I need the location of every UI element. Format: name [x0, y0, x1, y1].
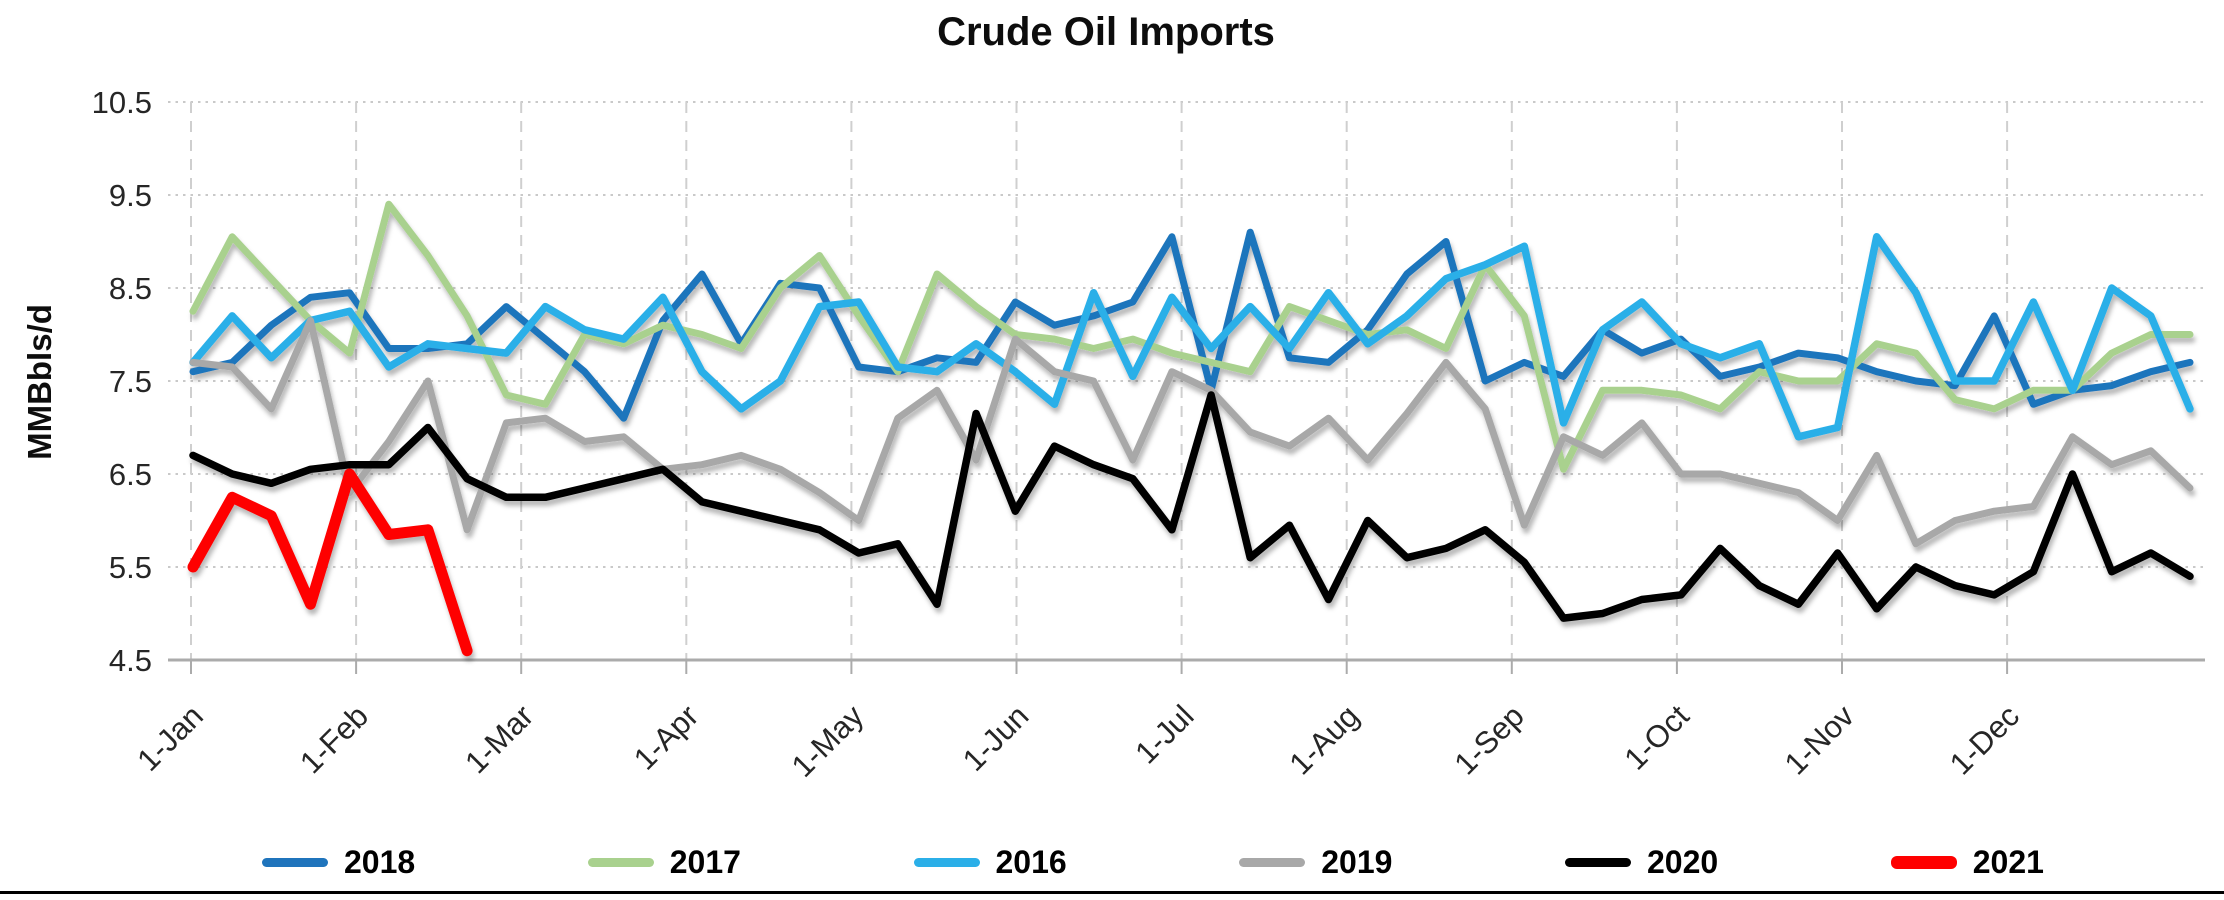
- legend-label-2018: 2018: [344, 844, 416, 880]
- legend-swatch-2021: [1890, 856, 1957, 869]
- legend-swatch-2018: [262, 858, 328, 867]
- series-line-2019: [189, 317, 2194, 548]
- x-tick-label: 1-Nov: [1778, 698, 1862, 782]
- legend: 2018 2017 2016 2019 2020 2021: [262, 844, 2044, 881]
- y-tick-label: 6.5: [109, 457, 152, 492]
- series-line-2016: [189, 233, 2194, 441]
- y-tick-label: 4.5: [109, 643, 152, 678]
- x-tick-label: 1-Apr: [627, 698, 705, 776]
- y-tick-label: 10.5: [92, 85, 152, 120]
- series-line-2021: [187, 468, 473, 657]
- chart-title: Crude Oil Imports: [937, 10, 1275, 54]
- legend-label-2021: 2021: [1972, 844, 2044, 880]
- legend-label-2017: 2017: [669, 844, 741, 880]
- screenshot-bottom-border: [0, 891, 2224, 894]
- series-line-2020: [189, 391, 2194, 622]
- legend-swatch-2017: [587, 858, 654, 867]
- legend-label-2019: 2019: [1321, 844, 1393, 880]
- x-tick-label: 1-Jul: [1128, 698, 1200, 770]
- y-tick-label: 9.5: [109, 178, 152, 213]
- x-tick-label: 1-May: [785, 698, 871, 784]
- y-tick-label: 5.5: [109, 550, 152, 585]
- legend-swatch-2016: [913, 858, 980, 867]
- legend-label-2016: 2016: [995, 844, 1067, 880]
- legend-swatch-2019: [1239, 858, 1306, 867]
- x-tick-label: 1-Sep: [1447, 698, 1530, 781]
- series-line-2017: [189, 200, 2194, 473]
- legend-item-2019: 2019: [1239, 844, 1392, 881]
- legend-item-2017: 2017: [587, 844, 741, 881]
- x-tick-label: 1-Jan: [130, 698, 210, 778]
- x-tick-label: 1-Aug: [1282, 698, 1365, 781]
- y-tick-label: 7.5: [109, 364, 152, 399]
- legend-item-2020: 2020: [1565, 844, 1718, 881]
- x-tick-label: 1-Oct: [1618, 698, 1697, 777]
- legend-item-2016: 2016: [913, 844, 1067, 881]
- y-tick-label: 8.5: [109, 271, 152, 306]
- x-tick-label: 1-Jun: [956, 698, 1036, 778]
- x-tick-label: 1-Feb: [293, 698, 375, 780]
- legend-item-2021: 2021: [1890, 844, 2044, 881]
- x-tick-label: 1-Dec: [1943, 698, 2026, 781]
- legend-item-2018: 2018: [262, 844, 415, 881]
- series-group: [187, 200, 2194, 657]
- legend-swatch-2020: [1565, 858, 1631, 867]
- legend-label-2020: 2020: [1647, 844, 1719, 880]
- x-tick-label: 1-Mar: [458, 698, 540, 780]
